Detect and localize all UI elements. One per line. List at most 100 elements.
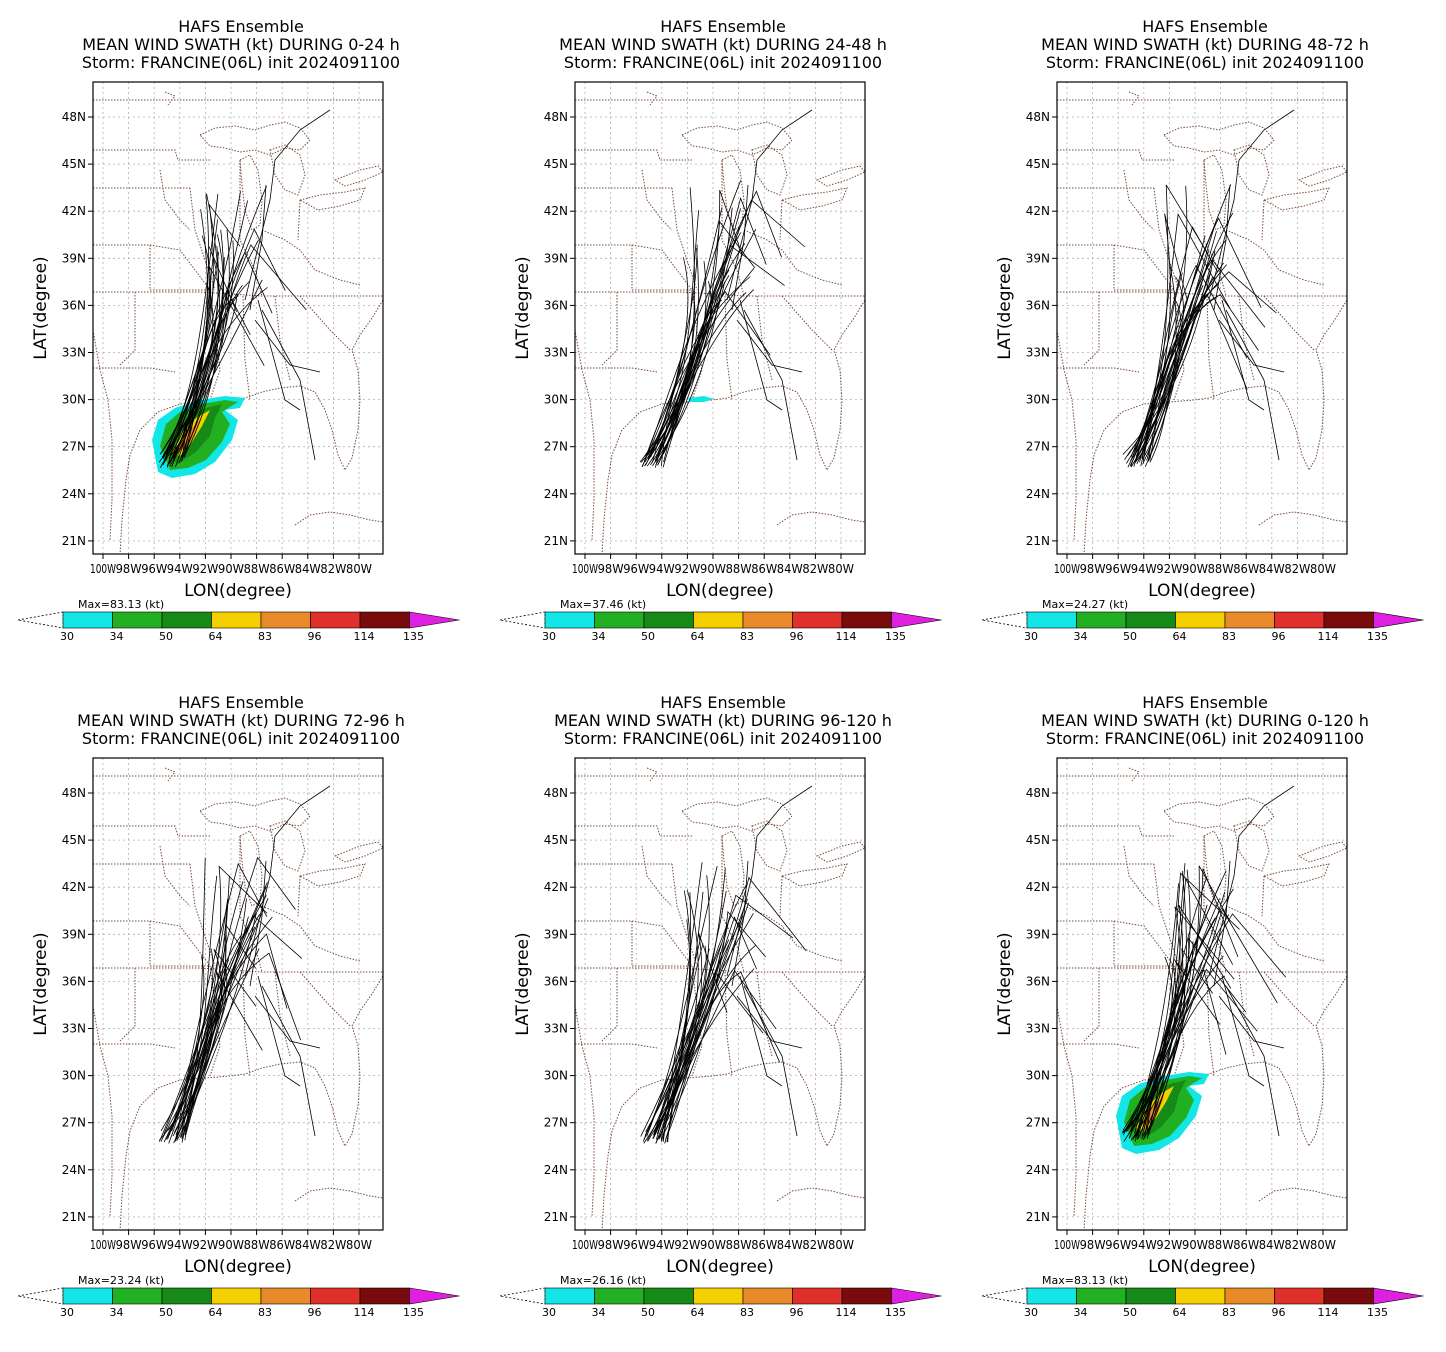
lat-tick-label: 33N — [62, 346, 86, 360]
y-axis-label: LAT(degree) — [995, 932, 1015, 1035]
ensemble-track — [653, 876, 807, 1139]
ensemble-track — [1121, 877, 1234, 1133]
colorbar-level-label: 83 — [740, 630, 754, 643]
colorbar-level-label: 114 — [354, 1306, 375, 1319]
colorbar-segment — [742, 1287, 793, 1305]
colorbar-level-label: 64 — [209, 630, 223, 643]
colorbar-level-label: 135 — [1367, 1306, 1388, 1319]
colorbar-segment — [260, 1287, 311, 1305]
boundary-line — [1123, 845, 1155, 907]
boundary-line — [779, 199, 783, 241]
lon-tick-label: 82W — [1284, 1238, 1310, 1252]
colorbar-segment — [792, 1287, 843, 1305]
ensemble-track — [1123, 913, 1287, 1142]
colorbar-segment — [1323, 611, 1374, 629]
boundary-line — [261, 905, 361, 962]
boundary-line — [1057, 1043, 1140, 1049]
lat-tick-label: 27N — [1026, 440, 1050, 454]
x-axis-label: LON(degree) — [1148, 581, 1256, 601]
ensemble-track — [731, 184, 749, 311]
colorbar-segment — [594, 1287, 645, 1305]
ensemble-track — [177, 284, 243, 455]
boundary-line — [1173, 965, 1185, 1077]
lat-tick-label: 48N — [62, 110, 86, 124]
ensemble-track — [168, 898, 229, 1136]
ensemble-track — [1221, 299, 1265, 411]
colorbar-segment — [1026, 1287, 1077, 1305]
boundary-line — [575, 367, 658, 373]
colorbar-level-label: 34 — [592, 630, 606, 643]
colorbar-level-label: 34 — [1074, 630, 1088, 643]
max-value-label: Max=24.27 (kt) — [1042, 598, 1128, 611]
boundary-line — [1258, 511, 1347, 526]
ensemble-track — [1130, 250, 1210, 458]
boundary-line — [269, 144, 306, 196]
boundary-line — [751, 144, 788, 196]
colorbar-segment — [1224, 1287, 1275, 1305]
ensemble-track — [1218, 319, 1285, 373]
lon-tick-label: 84W — [295, 562, 321, 576]
boundary-line — [1153, 863, 1180, 967]
ensemble-track — [1213, 860, 1231, 987]
lat-tick-label: 36N — [1026, 298, 1050, 312]
lat-tick-label: 24N — [544, 1163, 568, 1177]
lat-tick-label: 21N — [62, 1210, 86, 1224]
lon-tick-label: 98W — [116, 562, 142, 576]
lon-tick-label: 94W — [167, 562, 193, 576]
map-svg: 48N 45N 42N 39N 36N 33N 30N 27N 24N 21N 100W 98W 96W… — [17, 757, 460, 1319]
lat-tick-label: 24N — [62, 487, 86, 501]
lon-tick-label: 92W — [674, 1238, 700, 1252]
lat-tick-label: 27N — [544, 1116, 568, 1130]
boundary-line — [93, 920, 210, 967]
ensemble-track — [1128, 936, 1247, 1139]
boundary-line — [1057, 1005, 1077, 1217]
boundary-line — [575, 329, 595, 541]
lon-tick-label: 94W — [649, 1238, 675, 1252]
ensemble-track — [654, 939, 730, 1132]
lat-tick-label: 39N — [62, 251, 86, 265]
boundary-line — [631, 920, 693, 967]
boundary-line — [780, 863, 848, 887]
colorbar-level-label: 50 — [641, 1306, 655, 1319]
ensemble-track — [1225, 309, 1280, 461]
map-svg: 48N 45N 42N 39N 36N 33N 30N 27N 24N 21N 100W 98W 96W… — [499, 81, 942, 643]
colorbar-segment — [211, 611, 262, 629]
ensemble-track — [743, 309, 798, 461]
lon-tick-label: 88W — [726, 1238, 752, 1252]
map-panel: HAFS Ensemble MEAN WIND SWATH (kt) DURING… — [482, 676, 964, 1352]
boundary-line — [93, 367, 176, 373]
ensemble-track — [1126, 908, 1278, 1132]
colorbar-segment — [310, 1287, 361, 1305]
colorbar-level-label: 135 — [403, 630, 424, 643]
ensemble-track — [657, 292, 696, 456]
ensemble-track — [655, 916, 757, 1144]
ensemble-track — [662, 942, 723, 1142]
boundary-line — [119, 299, 383, 554]
colorbar-level-label: 96 — [790, 630, 804, 643]
lat-tick-label: 45N — [544, 833, 568, 847]
boundary-line — [1258, 1187, 1347, 1202]
lon-tick-label: 80W — [346, 1238, 372, 1252]
colorbar-upper-extend — [891, 611, 942, 629]
boundary-line — [298, 187, 366, 211]
lon-tick-label: 84W — [1259, 1238, 1285, 1252]
boundary-line — [1057, 920, 1174, 967]
lat-tick-label: 27N — [1026, 1116, 1050, 1130]
colorbar-level-label: 83 — [740, 1306, 754, 1319]
boundary-line — [299, 971, 351, 1027]
ensemble-track — [175, 209, 208, 467]
ensemble-track — [644, 210, 700, 463]
lon-tick-label: 84W — [777, 1238, 803, 1252]
boundary-line — [297, 875, 301, 917]
colorbar-level-label: 64 — [1173, 1306, 1187, 1319]
boundary-line — [119, 975, 383, 1230]
panel-title-line: HAFS Ensemble — [1142, 693, 1268, 712]
lon-tick-label: 92W — [192, 1238, 218, 1252]
boundary-line — [1225, 905, 1325, 962]
boundary-line — [631, 244, 693, 291]
colorbar-lower-extend — [981, 1287, 1028, 1305]
map-frame — [1056, 757, 1348, 1231]
lon-tick-label: 90W — [1182, 1238, 1208, 1252]
ensemble-track — [651, 276, 751, 463]
boundary-line — [779, 875, 783, 917]
